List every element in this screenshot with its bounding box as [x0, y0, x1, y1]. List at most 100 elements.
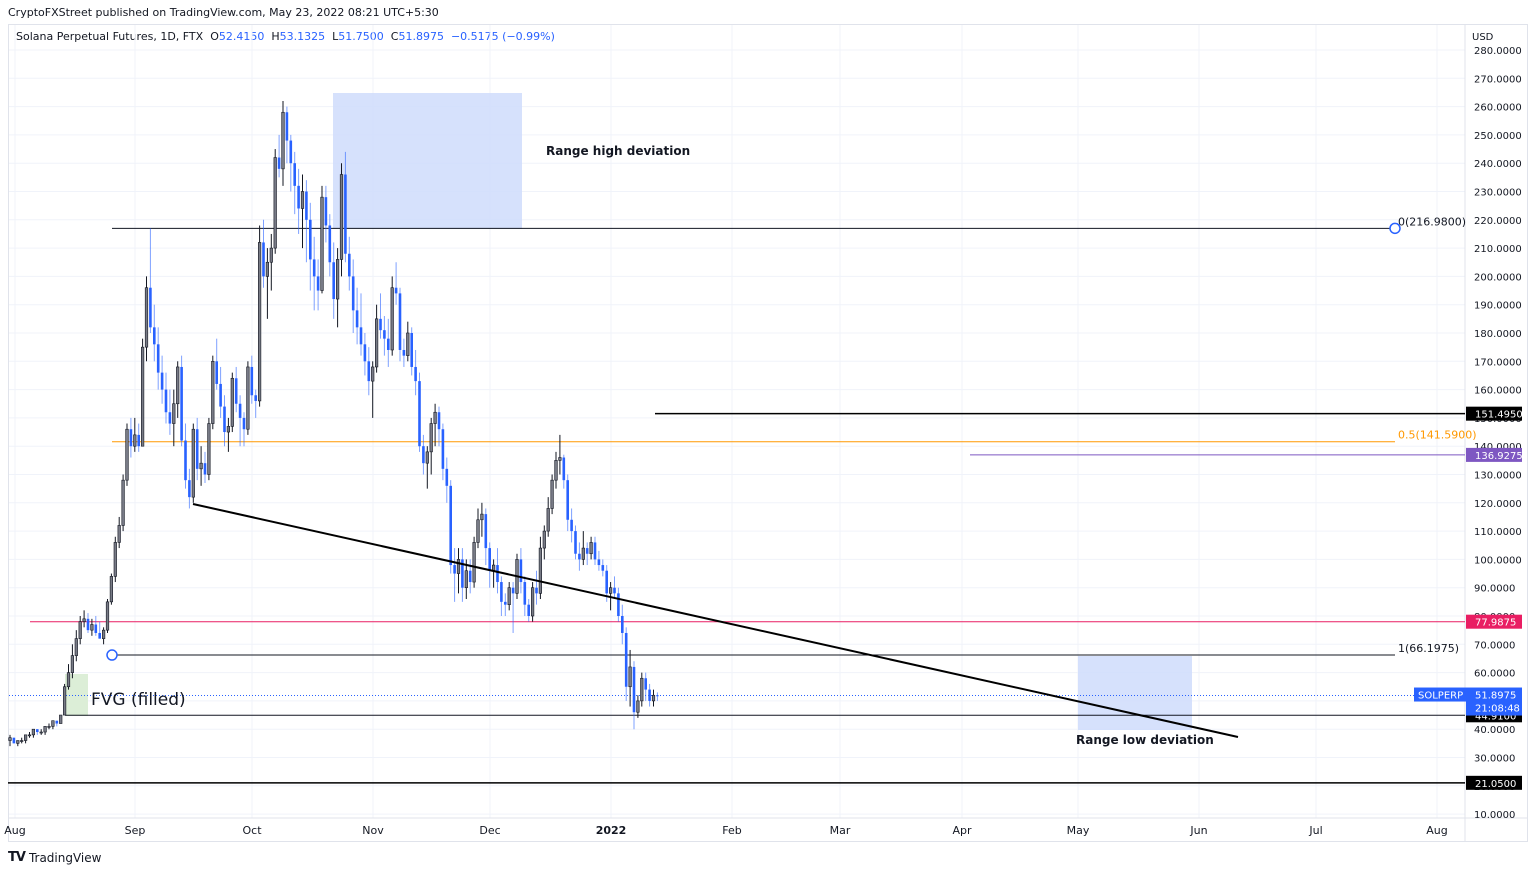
candle-body[interactable]: [628, 666, 632, 688]
candle-body[interactable]: [632, 666, 636, 713]
candle-body[interactable]: [153, 327, 156, 345]
candle-body[interactable]: [538, 547, 542, 594]
candle-body[interactable]: [418, 381, 421, 447]
candle-body[interactable]: [188, 480, 191, 498]
candle-body[interactable]: [285, 112, 289, 141]
candle-body[interactable]: [570, 519, 573, 532]
candle-body[interactable]: [23, 734, 28, 741]
candle-body[interactable]: [277, 157, 281, 169]
candle-body[interactable]: [195, 429, 199, 469]
candle-body[interactable]: [578, 553, 581, 560]
candle-body[interactable]: [480, 513, 484, 521]
candle-body[interactable]: [141, 346, 145, 447]
candle-body[interactable]: [445, 468, 449, 486]
candle-body[interactable]: [449, 485, 452, 566]
candle-body[interactable]: [289, 140, 293, 164]
candle-body[interactable]: [16, 740, 20, 744]
candle-body[interactable]: [640, 677, 644, 702]
candle-body[interactable]: [43, 726, 47, 733]
fib-anchor-handle[interactable]: [106, 649, 118, 661]
candle-body[interactable]: [371, 366, 375, 382]
candle-body[interactable]: [281, 111, 285, 170]
candle-body[interactable]: [113, 542, 117, 577]
candle-body[interactable]: [339, 174, 344, 260]
candle-body[interactable]: [98, 632, 101, 639]
candle-body[interactable]: [636, 700, 640, 713]
candle-body[interactable]: [379, 318, 382, 331]
candle-body[interactable]: [535, 587, 538, 594]
candle-body[interactable]: [62, 686, 67, 716]
annotation-text[interactable]: Range low deviation: [1076, 733, 1214, 747]
candle-body[interactable]: [406, 332, 410, 356]
annotation-text[interactable]: Range high deviation: [546, 144, 690, 158]
candle-body[interactable]: [230, 377, 234, 427]
candle-body[interactable]: [133, 434, 137, 447]
candle-body[interactable]: [66, 672, 71, 688]
candle-body[interactable]: [359, 327, 363, 345]
candle-body[interactable]: [402, 349, 406, 356]
candle-body[interactable]: [648, 689, 651, 701]
candle-body[interactable]: [613, 587, 616, 594]
candle-body[interactable]: [550, 479, 554, 509]
candle-body[interactable]: [527, 604, 530, 616]
candle-body[interactable]: [332, 262, 335, 300]
candle-body[interactable]: [605, 570, 608, 594]
candle-body[interactable]: [70, 655, 74, 673]
candle-body[interactable]: [461, 559, 464, 588]
fvg-box[interactable]: [65, 674, 88, 716]
candle-body[interactable]: [31, 728, 35, 736]
candle-body[interactable]: [414, 366, 417, 382]
candle-body[interactable]: [12, 737, 16, 744]
candle-body[interactable]: [348, 253, 351, 277]
candle-body[interactable]: [433, 411, 437, 424]
candle-body[interactable]: [511, 587, 515, 594]
candle-body[interactable]: [363, 344, 367, 362]
candle-body[interactable]: [59, 714, 63, 724]
candle-body[interactable]: [223, 406, 226, 433]
candle-body[interactable]: [109, 576, 113, 603]
fib-anchor-handle[interactable]: [1389, 222, 1401, 235]
candle-body[interactable]: [129, 429, 133, 447]
candle-body[interactable]: [546, 508, 550, 532]
candle-body[interactable]: [117, 525, 121, 543]
symbol-tag[interactable]: [1414, 687, 1466, 702]
candle-body[interactable]: [394, 287, 398, 294]
candle-body[interactable]: [496, 565, 499, 583]
candle-body[interactable]: [562, 457, 566, 481]
candle-body[interactable]: [422, 446, 425, 464]
candle-body[interactable]: [410, 333, 413, 367]
candle-body[interactable]: [55, 720, 59, 724]
candle-body[interactable]: [456, 559, 461, 574]
candle-body[interactable]: [644, 678, 647, 690]
candle-body[interactable]: [168, 412, 172, 424]
candle-body[interactable]: [437, 412, 441, 430]
candle-body[interactable]: [312, 259, 316, 277]
candle-body[interactable]: [581, 547, 585, 560]
candle-body[interactable]: [164, 389, 168, 413]
candle-body[interactable]: [558, 457, 562, 461]
brand-name[interactable]: TradingView: [28, 850, 102, 865]
annotation-text[interactable]: FVG (filled): [91, 690, 186, 710]
candle-body[interactable]: [309, 219, 312, 260]
candle-body[interactable]: [102, 629, 106, 639]
candle-body[interactable]: [374, 318, 379, 368]
candle-body[interactable]: [621, 616, 624, 633]
candle-body[interactable]: [542, 530, 546, 549]
candle-body[interactable]: [507, 587, 511, 605]
candle-body[interactable]: [78, 621, 82, 639]
candle-body[interactable]: [257, 242, 262, 402]
candle-body[interactable]: [219, 383, 222, 407]
candle-body[interactable]: [242, 417, 246, 430]
candle-body[interactable]: [47, 726, 51, 728]
candle-body[interactable]: [297, 185, 300, 209]
candle-body[interactable]: [8, 737, 12, 741]
candle-body[interactable]: [316, 276, 320, 291]
symbol-name[interactable]: Solana Perpetual Futures, 1D, FTX: [16, 30, 204, 43]
candle-body[interactable]: [144, 287, 149, 348]
candle-body[interactable]: [121, 479, 125, 526]
candle-body[interactable]: [593, 542, 597, 560]
candle-body[interactable]: [184, 440, 187, 481]
candle-body[interactable]: [215, 361, 218, 384]
candle-body[interactable]: [523, 582, 527, 605]
